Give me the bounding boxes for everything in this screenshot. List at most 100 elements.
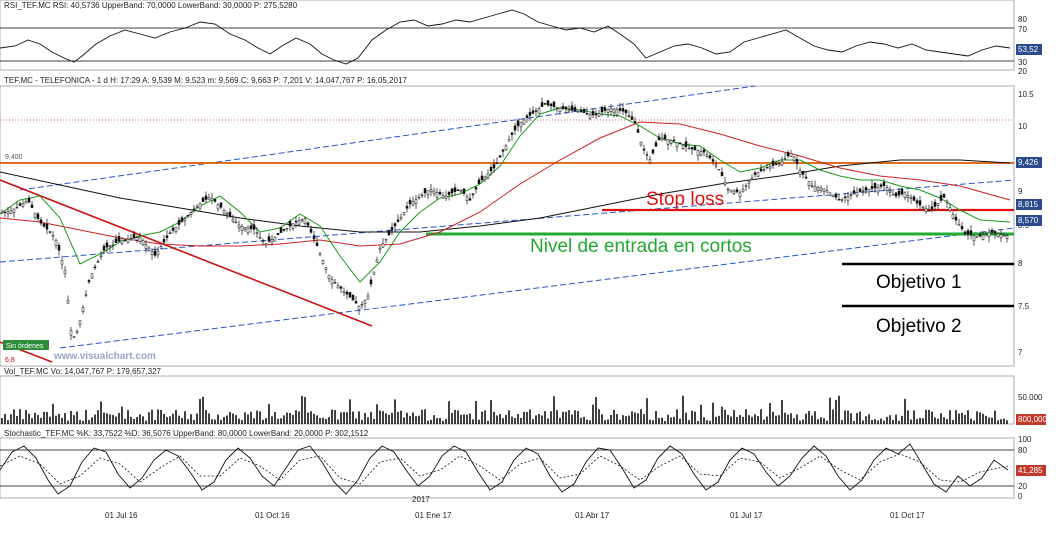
volume-bar bbox=[742, 416, 744, 424]
volume-bar bbox=[304, 397, 306, 424]
volume-bar bbox=[523, 411, 525, 424]
volume-bar bbox=[376, 404, 378, 424]
candle-body bbox=[381, 243, 385, 248]
volume-bar bbox=[52, 403, 54, 424]
stoch-d-line bbox=[0, 453, 1009, 485]
volume-bar bbox=[205, 410, 207, 424]
candle-body bbox=[879, 184, 883, 187]
stoch-tick-0: 0 bbox=[1018, 492, 1023, 501]
candle-body bbox=[228, 211, 232, 217]
volume-title: Vol_TEF.MC Vo: 14,047,767 P: 179,657,327 bbox=[4, 367, 162, 376]
candle-body bbox=[816, 186, 820, 192]
candle-body bbox=[600, 107, 604, 113]
volume-bar bbox=[775, 415, 777, 424]
volume-bar bbox=[391, 412, 393, 424]
volume-bar bbox=[691, 410, 693, 424]
volume-bar bbox=[907, 410, 909, 424]
volume-bar bbox=[34, 412, 36, 424]
volume-bar bbox=[760, 409, 762, 424]
volume-bar bbox=[520, 418, 522, 424]
candle-body bbox=[669, 140, 673, 144]
volume-bar bbox=[211, 419, 213, 424]
volume-bar bbox=[733, 410, 735, 424]
volume-bar bbox=[274, 412, 276, 424]
candle-body bbox=[384, 239, 388, 241]
volume-bar bbox=[217, 414, 219, 424]
candle-body bbox=[519, 121, 523, 128]
candle-body bbox=[372, 271, 376, 275]
volume-bar bbox=[964, 414, 966, 424]
candle-body bbox=[948, 207, 952, 211]
candle-body bbox=[888, 190, 892, 193]
volume-bar bbox=[868, 414, 870, 424]
candle-body bbox=[438, 192, 442, 195]
candle-body bbox=[177, 219, 181, 225]
x-tick-jul16: 01 Jul 16 bbox=[105, 511, 138, 520]
x-tick-oct16: 01 Oct 16 bbox=[255, 511, 290, 520]
volume-bar bbox=[844, 410, 846, 424]
volume-bar bbox=[133, 419, 135, 424]
candle-body bbox=[867, 189, 871, 193]
volume-bar bbox=[478, 419, 480, 424]
candle-body bbox=[606, 108, 610, 113]
candle-body bbox=[546, 100, 550, 106]
rsi-tick-30: 30 bbox=[1018, 58, 1027, 67]
candle-body bbox=[264, 243, 268, 246]
candle-body bbox=[621, 108, 625, 112]
candle-body bbox=[114, 238, 118, 243]
candle-body bbox=[327, 274, 331, 279]
volume-bar bbox=[637, 413, 639, 424]
candle-body bbox=[996, 233, 1000, 237]
candle-body bbox=[819, 187, 823, 191]
volume-bar bbox=[184, 411, 186, 424]
volume-bar bbox=[85, 409, 87, 424]
volume-bar bbox=[250, 411, 252, 424]
candle-body bbox=[81, 307, 85, 312]
candle-body bbox=[900, 188, 904, 195]
volume-bar bbox=[265, 418, 267, 424]
volume-bar bbox=[466, 414, 468, 424]
candle-body bbox=[537, 108, 541, 114]
candle-body bbox=[774, 163, 778, 165]
candle-body bbox=[825, 190, 829, 193]
volume-bar bbox=[46, 412, 48, 424]
candle-body bbox=[726, 188, 730, 191]
candle-body bbox=[84, 294, 88, 296]
volume-bar bbox=[559, 417, 561, 424]
candle-body bbox=[1002, 235, 1006, 237]
volume-bar bbox=[97, 410, 99, 424]
volume-bar bbox=[544, 411, 546, 424]
volume-bar bbox=[799, 420, 801, 424]
candle-body bbox=[672, 139, 676, 142]
candle-body bbox=[258, 236, 262, 239]
candle-body bbox=[351, 294, 355, 301]
candle-body bbox=[63, 269, 67, 275]
candle-body bbox=[204, 195, 208, 200]
candle-body bbox=[612, 108, 616, 114]
volume-bar bbox=[154, 419, 156, 424]
volume-bar bbox=[172, 413, 174, 424]
volume-bar bbox=[226, 415, 228, 424]
candle-body bbox=[609, 108, 613, 112]
candle-body bbox=[972, 235, 976, 241]
candle-body bbox=[813, 186, 817, 192]
volume-bar bbox=[214, 419, 216, 424]
candle-body bbox=[852, 190, 856, 194]
volume-bar bbox=[823, 418, 825, 424]
volume-bar bbox=[706, 420, 708, 424]
candle-body bbox=[255, 232, 259, 235]
candle-body bbox=[486, 173, 490, 178]
volume-bar bbox=[730, 416, 732, 424]
volume-bar bbox=[865, 416, 867, 424]
volume-bar bbox=[511, 416, 513, 424]
volume-bar bbox=[142, 416, 144, 424]
volume-bar bbox=[28, 413, 30, 424]
candle-body bbox=[48, 231, 52, 233]
volume-bar bbox=[286, 412, 288, 424]
candle-body bbox=[651, 149, 655, 154]
volume-bar bbox=[67, 420, 69, 424]
candle-body bbox=[594, 113, 598, 116]
volume-bar bbox=[301, 395, 303, 424]
volume-bar bbox=[445, 418, 447, 424]
volume-bar bbox=[610, 415, 612, 424]
